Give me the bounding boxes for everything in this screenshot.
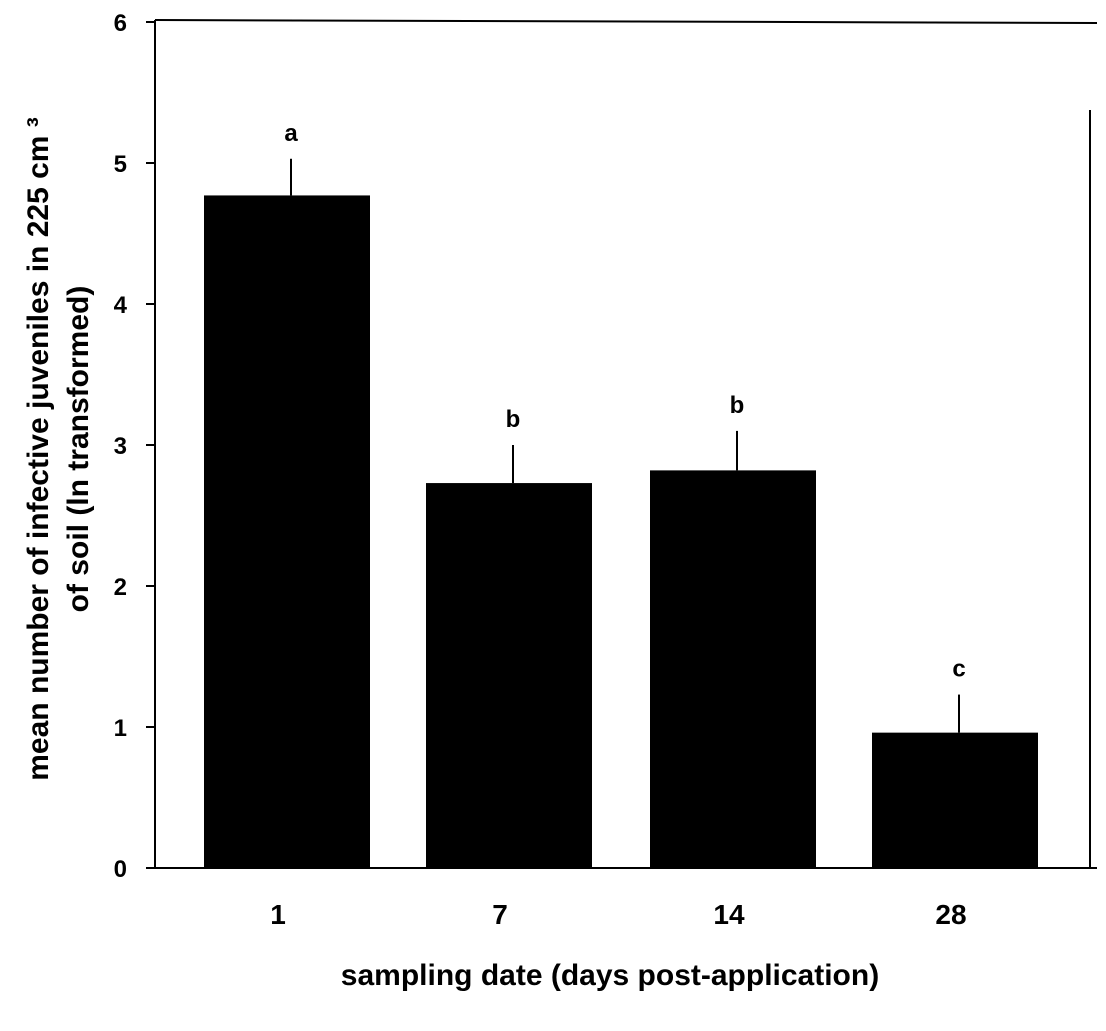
significance-label-day-14: b: [730, 392, 745, 419]
y-tick-label: 0: [114, 856, 127, 883]
y-tick-label: 1: [114, 715, 127, 742]
significance-label-day-7: b: [506, 406, 521, 433]
x-axis-label: sampling date (days post-application): [341, 959, 879, 992]
y-tick-label: 6: [114, 10, 127, 37]
y-tick-label: 3: [114, 433, 127, 460]
bar-day-14: [650, 470, 816, 868]
x-tick-label-day-28: 28: [935, 899, 966, 930]
significance-label-day-28: c: [952, 656, 965, 683]
bar-day-1: [204, 195, 370, 868]
significance-label-day-1: a: [284, 120, 298, 147]
x-tick-label-day-7: 7: [492, 899, 508, 930]
y-axis-label-line-2: of soil (ln transformed): [62, 286, 95, 613]
bar-day-28: [872, 732, 1038, 868]
y-tick-label: 4: [114, 292, 128, 319]
y-axis-label-line-1: mean number of infective juveniles in 22…: [22, 117, 55, 781]
y-axis-ticks: 0 1 2 3 4 5 6: [114, 10, 155, 883]
y-tick-label: 2: [114, 574, 127, 601]
x-tick-label-day-14: 14: [713, 899, 745, 930]
bars: a b b c: [204, 120, 1038, 868]
x-axis-ticks: 1 7 14 28: [270, 899, 966, 930]
y-tick-label: 5: [114, 151, 127, 178]
x-tick-label-day-1: 1: [270, 899, 286, 930]
bar-day-7: [426, 483, 592, 868]
top-border-line: [154, 19, 1098, 24]
